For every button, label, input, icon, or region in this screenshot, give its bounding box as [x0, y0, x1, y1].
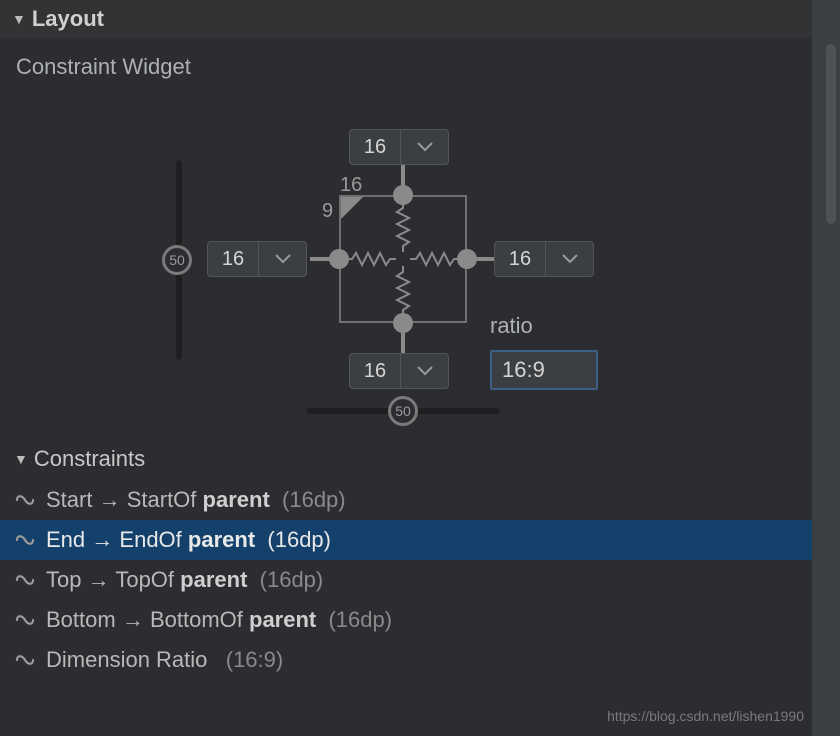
start-margin-dropdown[interactable]	[258, 242, 306, 276]
start-margin-value: 16	[208, 248, 258, 271]
left-spring-icon	[346, 251, 396, 267]
layout-title: Layout	[32, 6, 104, 32]
constraint-text: Dimension Ratio (16:9)	[46, 647, 283, 673]
constraint-text: Top → TopOf parent (16dp)	[46, 567, 323, 593]
constraint-row[interactable]: Bottom → BottomOf parent (16dp)	[0, 600, 812, 640]
ratio-label: ratio	[490, 313, 533, 339]
horizontal-bias-knob[interactable]: 50	[388, 396, 418, 426]
constraint-icon	[14, 569, 36, 591]
collapse-icon: ▼	[12, 11, 26, 27]
constraint-row[interactable]: Top → TopOf parent (16dp)	[0, 560, 812, 600]
bottom-connector	[401, 329, 405, 355]
constraint-icon	[14, 649, 36, 671]
layout-section-header[interactable]: ▼ Layout	[0, 0, 812, 38]
horizontal-bias-value: 50	[395, 403, 411, 419]
right-spring-icon	[410, 251, 460, 267]
top-spring-icon	[395, 202, 411, 252]
constraints-list: Start → StartOf parent (16dp) End → EndOf…	[0, 480, 812, 680]
bottom-margin[interactable]: 16	[349, 353, 449, 389]
constraint-row[interactable]: End → EndOf parent (16dp)	[0, 520, 812, 560]
height-label: 9	[322, 200, 333, 223]
chevron-down-icon	[417, 366, 433, 376]
constraint-text: Start → StartOf parent (16dp)	[46, 487, 346, 513]
watermark: https://blog.csdn.net/lishen1990	[607, 708, 804, 724]
constraint-text: Bottom → BottomOf parent (16dp)	[46, 607, 392, 633]
top-connector	[401, 163, 405, 189]
chevron-down-icon	[562, 254, 578, 264]
width-label: 16	[340, 174, 362, 197]
constraint-widget: 50 50 16 9	[0, 88, 812, 438]
top-margin-value: 16	[350, 136, 400, 159]
constraint-row[interactable]: Dimension Ratio (16:9)	[0, 640, 812, 680]
constraints-section-header[interactable]: ▼ Constraints	[0, 438, 812, 480]
end-margin[interactable]: 16	[494, 241, 594, 277]
collapse-icon: ▼	[14, 451, 28, 467]
bottom-margin-dropdown[interactable]	[400, 354, 448, 388]
constraints-title: Constraints	[34, 446, 145, 472]
constraint-icon	[14, 609, 36, 631]
constraint-text: End → EndOf parent (16dp)	[46, 527, 331, 553]
ratio-toggle-icon[interactable]	[341, 197, 363, 219]
constraint-icon	[14, 529, 36, 551]
chevron-down-icon	[417, 142, 433, 152]
vertical-bias-knob[interactable]: 50	[162, 245, 192, 275]
end-margin-dropdown[interactable]	[545, 242, 593, 276]
top-margin[interactable]: 16	[349, 129, 449, 165]
constraint-icon	[14, 489, 36, 511]
top-margin-dropdown[interactable]	[400, 130, 448, 164]
vertical-bias-value: 50	[169, 252, 185, 268]
chevron-down-icon	[275, 254, 291, 264]
start-connector	[310, 257, 334, 261]
constraint-widget-label: Constraint Widget	[0, 38, 812, 88]
start-margin[interactable]: 16	[207, 241, 307, 277]
constraint-row[interactable]: Start → StartOf parent (16dp)	[0, 480, 812, 520]
scrollbar-track[interactable]	[812, 0, 840, 736]
scrollbar-thumb[interactable]	[826, 44, 836, 224]
bottom-margin-value: 16	[350, 360, 400, 383]
bottom-spring-icon	[395, 266, 411, 316]
end-margin-value: 16	[495, 248, 545, 271]
ratio-input[interactable]	[490, 350, 598, 390]
